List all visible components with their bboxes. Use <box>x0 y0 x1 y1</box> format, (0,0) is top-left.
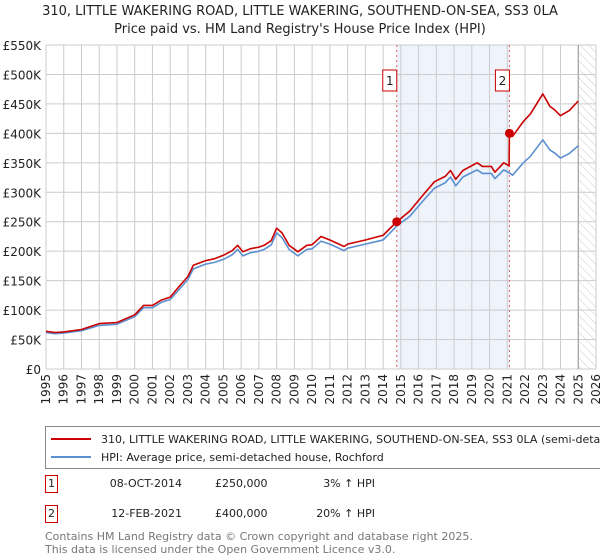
footer-line-1: Contains HM Land Registry data © Crown c… <box>45 530 473 543</box>
x-tick-label: 2013 <box>358 374 372 405</box>
sale-marker-box <box>494 69 510 92</box>
shaded-ownership-period <box>396 45 510 369</box>
x-tick-label: 2012 <box>341 374 355 405</box>
x-tick-label: 2022 <box>518 374 532 405</box>
sale-badge: 1 <box>45 475 58 493</box>
sale-badge: 2 <box>45 505 58 523</box>
x-tick-label: 2014 <box>376 374 390 405</box>
x-tick-label: 2005 <box>216 374 230 405</box>
sale-marker-box <box>382 69 398 92</box>
legend-item-property: 310, LITTLE WAKERING ROAD, LITTLE WAKERI… <box>51 431 600 447</box>
chart-title: 310, LITTLE WAKERING ROAD, LITTLE WAKERI… <box>42 4 558 19</box>
sale-marker-label: 2 <box>499 74 507 88</box>
y-tick-label: £200K <box>3 245 43 259</box>
x-tick-label: 2009 <box>287 374 301 405</box>
x-tick-label: 2006 <box>234 374 248 405</box>
x-tick-label: 2004 <box>199 374 213 405</box>
sale-date: 12-FEB-2021 <box>111 507 182 520</box>
x-tick-label: 1999 <box>110 374 124 405</box>
x-tick-label: 2020 <box>483 374 497 405</box>
x-tick-label: 1997 <box>74 374 88 405</box>
sale-row-1: 1 08-OCT-2014 £250,000 3% ↑ HPI <box>45 475 445 495</box>
sale-hpi-change: 20% ↑ HPI <box>316 507 375 520</box>
hatched-future-region <box>578 45 596 369</box>
y-tick-label: £100K <box>3 304 43 318</box>
y-tick-label: £50K <box>10 334 42 348</box>
y-tick-label: £350K <box>3 157 43 171</box>
x-tick-label: 2001 <box>145 374 159 405</box>
footer-attribution: Contains HM Land Registry data © Crown c… <box>45 530 473 556</box>
sale-price: £250,000 <box>215 477 268 490</box>
legend-swatch-red <box>51 438 91 440</box>
x-tick-label: 2015 <box>394 374 408 405</box>
x-tick-label: 1998 <box>92 374 106 405</box>
x-tick-label: 2025 <box>571 374 585 405</box>
y-tick-label: £0 <box>26 363 41 377</box>
x-tick-label: 2018 <box>447 374 461 405</box>
property-price-series-line <box>45 93 579 334</box>
legend-swatch-blue <box>51 456 91 458</box>
x-tick-label: 2021 <box>500 374 514 405</box>
y-tick-label: £500K <box>3 68 43 82</box>
hpi-series-line <box>45 139 579 335</box>
x-tick-label: 2003 <box>181 374 195 405</box>
x-tick-label: 2016 <box>412 374 426 405</box>
x-tick-label: 2010 <box>305 374 319 405</box>
sale-row-2: 2 12-FEB-2021 £400,000 20% ↑ HPI <box>45 505 445 525</box>
legend-label-property: 310, LITTLE WAKERING ROAD, LITTLE WAKERI… <box>101 432 600 446</box>
y-tick-label: £400K <box>3 127 43 141</box>
sale-hpi-change: 3% ↑ HPI <box>323 477 375 490</box>
chart-legend: 310, LITTLE WAKERING ROAD, LITTLE WAKERI… <box>45 426 600 469</box>
sale-price: £400,000 <box>215 507 268 520</box>
x-tick-label: 2000 <box>128 374 142 405</box>
sale-date: 08-OCT-2014 <box>109 477 182 490</box>
x-tick-label: 2026 <box>589 374 600 405</box>
x-tick-label: 2019 <box>465 374 479 405</box>
legend-item-hpi: HPI: Average price, semi-detached house,… <box>51 449 384 465</box>
x-tick-label: 2017 <box>429 374 443 405</box>
y-tick-label: £250K <box>3 216 43 230</box>
x-tick-label: 2002 <box>163 374 177 405</box>
x-tick-label: 2023 <box>536 374 550 405</box>
x-tick-label: 2007 <box>252 374 266 405</box>
y-tick-label: £150K <box>3 275 43 289</box>
x-tick-label: 1995 <box>39 374 53 405</box>
chart-subtitle: Price paid vs. HM Land Registry's House … <box>114 22 486 37</box>
x-tick-label: 2008 <box>270 374 284 405</box>
y-tick-label: £300K <box>3 186 43 200</box>
sale-marker-label: 1 <box>386 74 394 88</box>
x-tick-label: 2024 <box>554 374 568 405</box>
sale-point <box>504 128 514 138</box>
price-chart: 1995 1996 1997 1998 1999 2000 2001 2002 2003 2004… <box>3 39 600 405</box>
y-tick-label: £450K <box>3 98 43 112</box>
legend-label-hpi: HPI: Average price, semi-detached house,… <box>101 450 384 464</box>
footer-line-2: This data is licensed under the Open Gov… <box>45 543 396 556</box>
sale-point <box>392 217 402 227</box>
x-tick-label: 2011 <box>323 374 337 405</box>
x-tick-label: 1996 <box>57 374 71 405</box>
y-tick-label: £550K <box>3 39 43 53</box>
